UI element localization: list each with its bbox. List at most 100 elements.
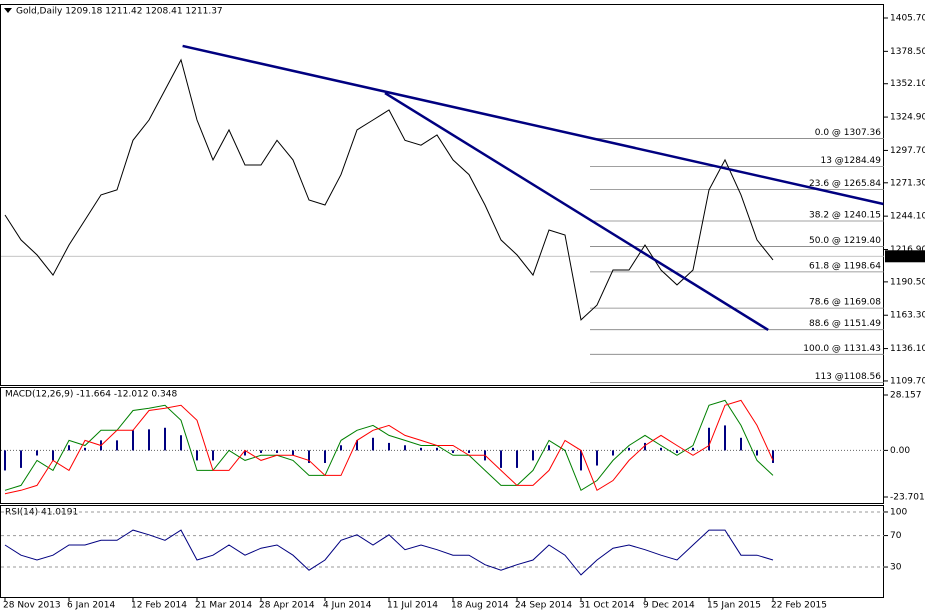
x-tick-label: 28 Apr 2014: [259, 601, 315, 611]
histogram-bar: [4, 450, 6, 471]
x-tick-label: 6 Jan 2014: [67, 601, 115, 611]
fib-label: 50.0 @ 1219.40: [809, 236, 881, 246]
x-tick-label: 24 Sep 2014: [515, 601, 572, 611]
histogram-bar: [628, 447, 630, 451]
price-pane: [0, 4, 884, 386]
x-tick-label: 18 Aug 2014: [451, 601, 509, 611]
series-line: [4, 58, 774, 321]
histogram-bar: [660, 447, 662, 451]
histogram-bar: [772, 450, 774, 463]
histogram-bar: [740, 437, 742, 451]
y-tick-label: 70: [890, 531, 902, 541]
y-tick-label: 1271.30: [890, 178, 925, 188]
fib-label: 61.8 @ 1198.64: [809, 261, 881, 271]
y-tick-label: 1136.10: [890, 344, 925, 354]
series-line: [4, 399, 774, 495]
histogram-bar: [148, 429, 150, 451]
y-tick-label: 30: [890, 563, 902, 573]
rsi-pane: [0, 505, 884, 598]
histogram-bar: [260, 450, 262, 453]
y-tick-label: 28.157: [890, 391, 922, 401]
x-tick-label: 9 Dec 2014: [643, 601, 695, 611]
histogram-bar: [516, 450, 518, 468]
histogram-bar: [116, 440, 118, 451]
pane-title: MACD(12,26,9) -11.664 -12.012 0.348: [5, 390, 177, 400]
last-price-box: [885, 250, 925, 263]
histogram-bar: [132, 430, 134, 451]
histogram-bar: [340, 445, 342, 451]
histogram-bar: [36, 450, 38, 456]
histogram-bar: [692, 447, 694, 451]
histogram-bar: [676, 450, 678, 453]
histogram-bar: [756, 450, 758, 456]
macd-pane: [0, 387, 884, 504]
histogram-bar: [356, 440, 358, 451]
y-tick-label: 1163.30: [890, 311, 925, 321]
last-price-label: 1211.37: [888, 252, 925, 262]
histogram-bar: [532, 450, 534, 461]
histogram-bar: [452, 450, 454, 453]
histogram-bar: [276, 450, 278, 453]
fib-label: 113 @1108.56: [815, 372, 882, 382]
pane-title: RSI(14) 41.0191: [5, 508, 78, 518]
y-tick-label: 1216.90: [890, 245, 925, 255]
histogram-bar: [324, 450, 326, 463]
x-tick-label: 22 Feb 2015: [771, 601, 827, 611]
y-tick-label: 1378.50: [890, 47, 925, 57]
histogram-bar: [68, 445, 70, 451]
histogram-bar: [436, 447, 438, 451]
y-tick-label: 1324.90: [890, 113, 925, 123]
y-tick-label: -23.701: [890, 493, 925, 503]
x-tick-label: 11 Jul 2014: [387, 601, 438, 611]
y-tick-label: 1352.10: [890, 79, 925, 89]
pane-title: Gold,Daily 1209.18 1211.42 1208.41 1211.…: [16, 7, 223, 17]
histogram-bar: [388, 442, 390, 451]
histogram-bar: [196, 450, 198, 461]
histogram-bar: [548, 445, 550, 451]
y-tick-label: 1405.70: [890, 13, 925, 23]
histogram-bar: [612, 450, 614, 456]
fib-label: 23.6 @ 1265.84: [809, 179, 881, 189]
y-tick-label: 1190.50: [890, 277, 925, 287]
series-line: [4, 529, 774, 576]
x-tick-label: 21 Mar 2014: [195, 601, 252, 611]
y-tick-label: 1109.70: [890, 376, 925, 386]
histogram-bar: [292, 450, 294, 456]
fib-label: 0.0 @ 1307.36: [815, 128, 882, 138]
histogram-bar: [180, 435, 182, 451]
y-tick-label: 0.00: [890, 446, 910, 456]
series-line: [4, 399, 774, 492]
fib-label: 100.0 @ 1131.43: [803, 344, 881, 354]
histogram-bar: [404, 445, 406, 451]
histogram-bar: [644, 442, 646, 451]
histogram-bar: [308, 450, 310, 463]
x-tick-label: 12 Feb 2014: [131, 601, 187, 611]
fib-label: 13 @1284.49: [820, 156, 881, 166]
histogram-bar: [52, 450, 54, 461]
y-tick-label: 100: [890, 507, 907, 517]
histogram-bar: [212, 450, 214, 461]
x-tick-label: 4 Jun 2014: [323, 601, 372, 611]
histogram-bar: [420, 447, 422, 451]
histogram-bar: [468, 450, 470, 453]
histogram-bar: [724, 425, 726, 451]
histogram-bar: [244, 450, 246, 456]
histogram-bar: [84, 447, 86, 451]
histogram-bar: [500, 450, 502, 468]
histogram-bar: [708, 427, 710, 451]
x-tick-label: 31 Oct 2014: [579, 601, 635, 611]
fib-label: 88.6 @ 1151.49: [809, 319, 881, 329]
histogram-bar: [596, 450, 598, 466]
histogram-bar: [580, 450, 582, 471]
x-tick-label: 15 Jan 2015: [707, 601, 761, 611]
x-tick-label: 28 Nov 2013: [3, 601, 61, 611]
y-tick-label: 1244.10: [890, 212, 925, 222]
fib-label: 38.2 @ 1240.15: [809, 210, 881, 220]
menu-icon: [4, 8, 12, 13]
y-tick-label: 1297.70: [890, 146, 925, 156]
histogram-bar: [164, 427, 166, 451]
histogram-bar: [20, 450, 22, 468]
